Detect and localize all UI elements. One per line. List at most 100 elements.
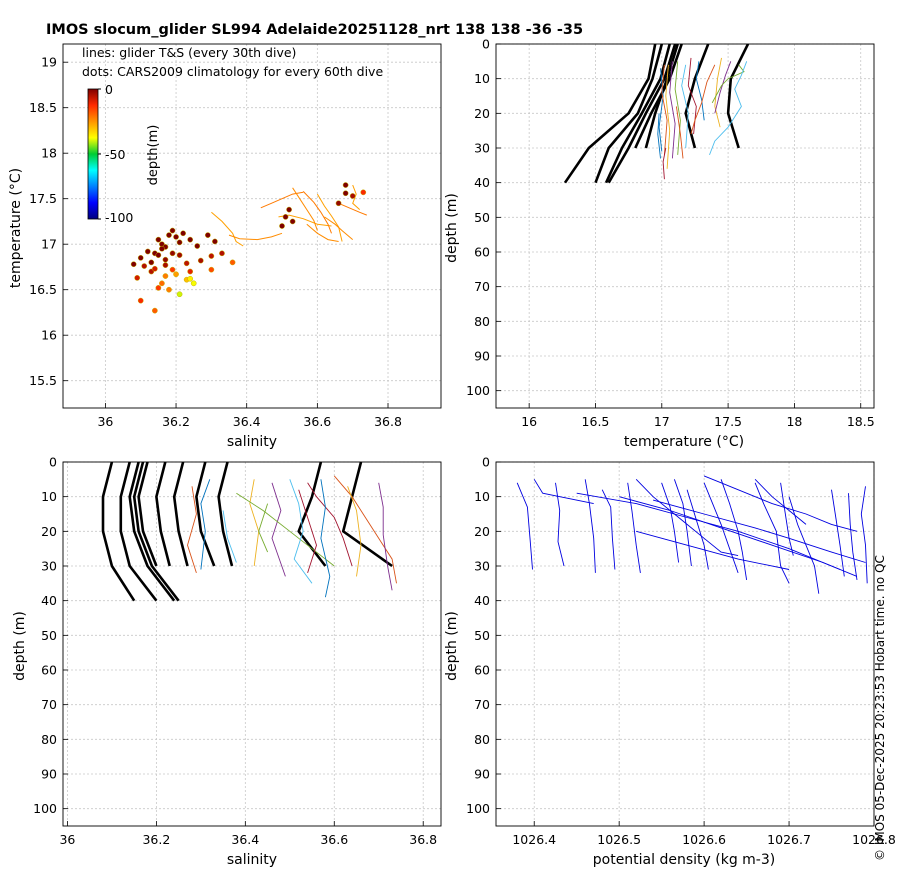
- sal_depth-xtick-label: 36: [59, 832, 75, 847]
- sal_depth-xtick-label: 36.4: [231, 832, 259, 847]
- ts-climatology-point: [342, 182, 349, 188]
- temp_depth-ytick-label: 60: [474, 245, 490, 260]
- sal_depth-axes-frame: [62, 461, 442, 827]
- temp_depth-glider-profile: [709, 61, 748, 156]
- sal_depth-ytick-label: 60: [41, 663, 57, 678]
- ts-climatology-point: [144, 248, 151, 255]
- sal_depth-glider-profile: [378, 482, 393, 591]
- ts-xtick-label: 36.4: [233, 414, 261, 429]
- density-profile: [703, 482, 739, 574]
- temp_depth-climatology-profile: [563, 44, 657, 184]
- ts-climatology-point: [183, 260, 190, 267]
- ts-xtick-label: 36: [97, 414, 113, 429]
- temp_depth-ytick-label: 40: [474, 175, 490, 190]
- ts-climatology-point: [187, 268, 194, 275]
- ts-climatology-point: [187, 275, 194, 282]
- density-profile: [673, 479, 692, 567]
- legend-lines-text: lines: glider T&S (every 30th dive): [82, 45, 296, 60]
- temp_depth-glider-profile: [675, 106, 684, 159]
- ts-climatology-point: [360, 189, 367, 196]
- ts-ytick-label: 16: [41, 328, 57, 343]
- density-profile: [754, 478, 807, 525]
- density-profile: [788, 496, 820, 594]
- ts-climatology-point: [176, 239, 183, 246]
- density_depth-ytick-label: 40: [474, 593, 490, 608]
- temp_depth-ytick-label: 80: [474, 314, 490, 329]
- ts-climatology-point: [141, 263, 148, 269]
- sal_depth-ytick-label: 10: [41, 489, 57, 504]
- density_depth-xtick-label: 1026.5: [597, 832, 641, 847]
- density_depth-ytick-label: 80: [474, 732, 490, 747]
- sal_depth-climatology-profile: [217, 462, 234, 567]
- ts-climatology-point: [173, 271, 179, 278]
- temp_depth-glider-profile: [657, 113, 661, 159]
- ts-climatology-point: [342, 190, 349, 197]
- ts-climatology-point: [180, 230, 186, 237]
- temp_depth-glider-profile: [669, 61, 676, 159]
- density-profile: [627, 482, 641, 573]
- density-profile: [831, 489, 845, 577]
- ts-climatology-point: [137, 255, 144, 261]
- density-profile: [635, 478, 739, 557]
- temp_depth-xtick-label: 16.5: [582, 414, 610, 429]
- temp_depth-xtick-label: 18.5: [847, 414, 875, 429]
- sal_depth-glider-profile: [236, 492, 335, 567]
- ts-climatology-point: [229, 259, 236, 266]
- ts-climatology-point: [286, 206, 292, 213]
- density_depth-ytick-label: 10: [474, 489, 490, 504]
- ts-ytick-label: 17.5: [29, 191, 57, 206]
- density_depth-ytick-label: 70: [474, 697, 490, 712]
- sal_depth-xtick-label: 36.2: [142, 832, 170, 847]
- salinity-depth-panel: 36 36.2 36.4 36.6 36.8 0 10 20 30 40 50 60 70 80 90 100…: [12, 455, 442, 868]
- density-profile: [652, 499, 866, 563]
- density-profile: [601, 489, 616, 570]
- temp_depth-climatology-profile: [604, 44, 671, 184]
- density-profile: [555, 482, 565, 567]
- temp_depth-ytick-label: 90: [474, 349, 490, 364]
- ts-climatology-point: [212, 238, 218, 245]
- temp_depth-glider-profile: [661, 64, 668, 155]
- temp_depth-ytick-label: 0: [482, 37, 490, 52]
- ts-xtick-label: 36.2: [162, 414, 190, 429]
- ts-climatology-point: [152, 307, 158, 314]
- sal_depth-climatology-profile: [195, 462, 216, 567]
- density-profile: [636, 530, 790, 570]
- colorbar-tick-0: 0: [105, 82, 113, 97]
- sal_depth-glider-profile: [271, 482, 286, 577]
- ts-xlabel: salinity: [227, 434, 277, 450]
- ts-glider-line: [292, 187, 318, 231]
- sal_depth-glider-profile: [333, 475, 397, 584]
- sal_depth-glider-profile: [249, 479, 260, 567]
- figure-title: IMOS slocum_glider SL994 Adelaide2025112…: [46, 22, 584, 38]
- sal_depth-climatology-profile: [101, 462, 136, 602]
- density_depth-ylabel: depth (m): [444, 611, 460, 681]
- sal_depth-climatology-profile: [132, 462, 180, 602]
- sal_depth-climatology-profile: [155, 462, 171, 567]
- ts-climatology-point: [190, 280, 197, 287]
- temp_depth-glider-profile: [681, 64, 689, 149]
- ts-ytick-label: 19: [41, 55, 57, 70]
- ts-glider-line: [352, 184, 361, 210]
- ts-climatology-point: [187, 236, 194, 243]
- temp_depth-plot-area: [563, 44, 750, 184]
- density_depth-xtick-label: 1026.6: [682, 832, 726, 847]
- temp_depth-glider-profile: [690, 64, 716, 135]
- credit-text: © IMOS 05-Dec-2025 20:23:53 Hobart time.…: [873, 555, 887, 861]
- sal_depth-climatology-profile: [128, 462, 176, 602]
- density-profile: [584, 479, 596, 573]
- colorbar-label: depth(m): [146, 125, 161, 186]
- sal_depth-ytick-label: 80: [41, 732, 57, 747]
- density-profile: [576, 492, 841, 570]
- sal_depth-climatology-profile: [137, 462, 158, 567]
- colorbar-tick-100: -100: [105, 210, 133, 225]
- ts-climatology-point: [349, 193, 356, 199]
- temp_depth-ytick-label: 10: [474, 71, 490, 86]
- ts-climatology-point: [137, 297, 144, 304]
- ts-climatology-point: [162, 256, 169, 263]
- density_depth-ytick-label: 50: [474, 628, 490, 643]
- sal_depth-climatology-profile: [297, 462, 327, 567]
- ts-climatology-point: [335, 200, 342, 207]
- ts-climatology-point: [155, 285, 162, 291]
- ts-diagram-panel: 36 36.2 36.4 36.6 36.8 15.5 16 16.5 17 17.5 18 18.5…: [8, 43, 442, 450]
- ts-climatology-point: [159, 245, 165, 252]
